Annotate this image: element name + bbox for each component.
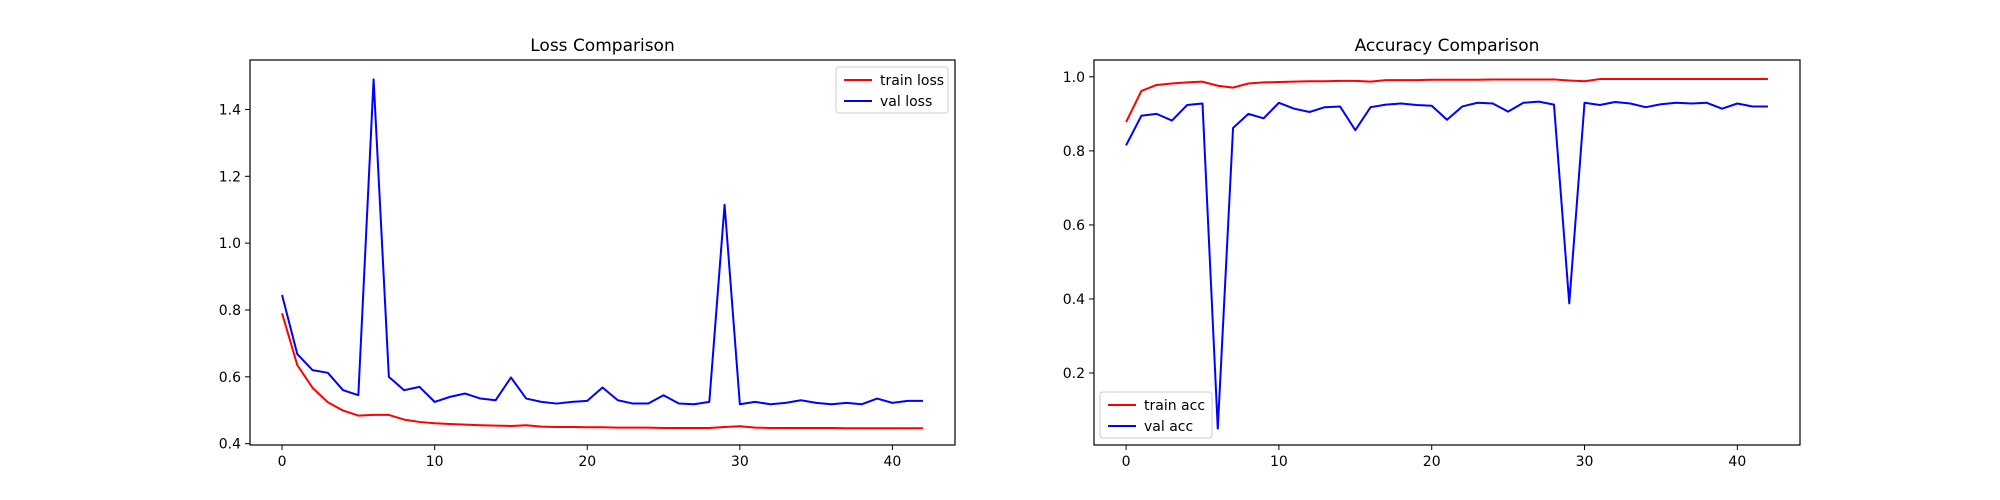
loss-y-tick-label-5: 1.4 xyxy=(219,102,241,118)
accuracy-legend-label-val-acc: val acc xyxy=(1144,419,1193,435)
loss-y-tick-label-2: 0.8 xyxy=(219,303,241,319)
loss-x-tick-label-30: 30 xyxy=(731,454,749,470)
accuracy-series-line-train-acc xyxy=(1125,78,1768,123)
accuracy-chart: Accuracy Comparison 0 10 20 30 40 0.2 0.4 0.6 0.… xyxy=(1063,36,1801,470)
accuracy-x-tick-label-30: 30 xyxy=(1576,454,1594,470)
loss-x-tick-label-20: 20 xyxy=(578,454,596,470)
loss-y-tick-label-1: 0.6 xyxy=(219,370,241,386)
loss-chart: Loss Comparison 0 10 20 30 40 0.4 0.6 0.8 1.0 1.2… xyxy=(219,36,956,470)
loss-legend: train loss val loss xyxy=(835,66,949,114)
loss-x-tick-label-40: 40 xyxy=(884,454,902,470)
accuracy-x-tick-label-20: 20 xyxy=(1423,454,1441,470)
accuracy-legend-label-train-acc: train acc xyxy=(1144,398,1205,414)
accuracy-y-tick-label-4: 1.0 xyxy=(1063,70,1085,86)
accuracy-legend: train acc val acc xyxy=(1099,391,1213,439)
accuracy-y-tick-label-2: 0.6 xyxy=(1063,218,1085,234)
accuracy-y-tick-label-3: 0.8 xyxy=(1063,144,1085,160)
loss-series-line-train-loss xyxy=(281,313,923,430)
loss-x-tick-label-10: 10 xyxy=(426,454,444,470)
accuracy-x-tick-label-40: 40 xyxy=(1728,454,1746,470)
accuracy-y-tick-label-0: 0.2 xyxy=(1063,366,1085,382)
loss-series-line-val-loss xyxy=(281,78,923,406)
accuracy-series-line-val-acc xyxy=(1125,100,1768,430)
accuracy-axes-frame xyxy=(1093,59,1801,446)
accuracy-x-tick-label-10: 10 xyxy=(1270,454,1288,470)
accuracy-y-tick-label-1: 0.4 xyxy=(1063,292,1085,308)
loss-y-tick-label-0: 0.4 xyxy=(219,437,241,453)
loss-chart-title: Loss Comparison xyxy=(530,36,674,56)
loss-legend-label-val-loss: val loss xyxy=(880,94,932,110)
loss-x-tick-label-0: 0 xyxy=(278,454,287,470)
loss-legend-label-train-loss: train loss xyxy=(880,73,944,89)
loss-y-tick-label-3: 1.0 xyxy=(219,236,241,252)
loss-y-tick-label-4: 1.2 xyxy=(219,169,241,185)
loss-axes-frame xyxy=(249,59,956,446)
accuracy-x-tick-label-0: 0 xyxy=(1122,454,1131,470)
accuracy-chart-title: Accuracy Comparison xyxy=(1355,36,1540,56)
